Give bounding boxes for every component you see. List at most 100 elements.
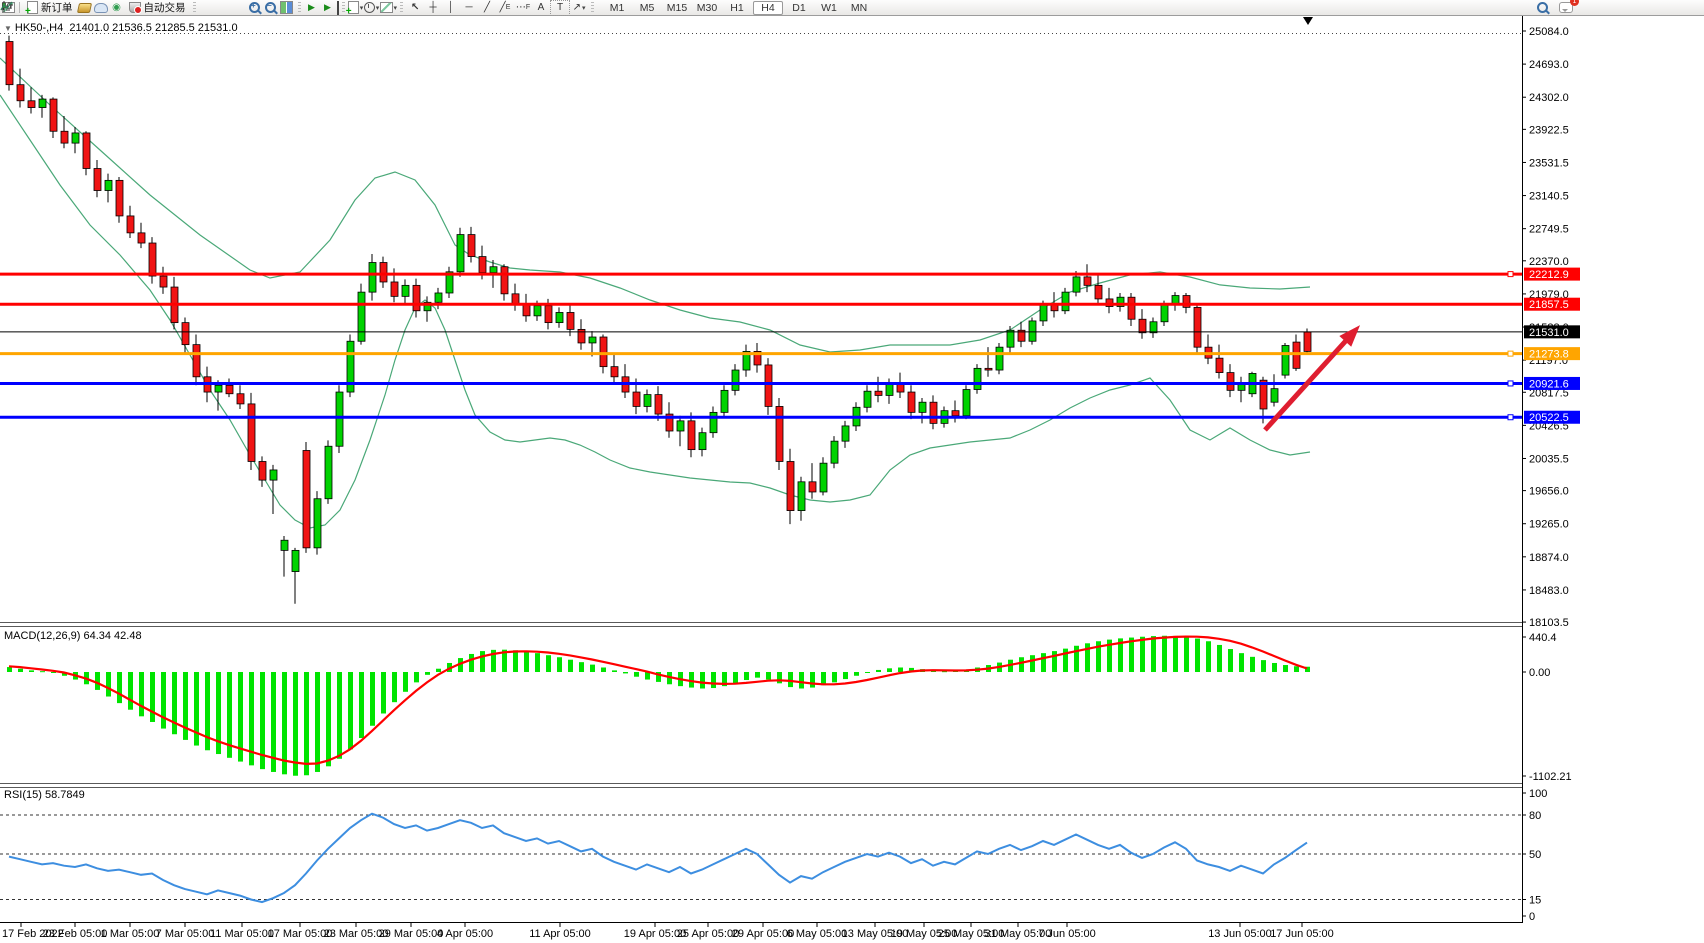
macd-histogram-bar xyxy=(1030,655,1035,672)
bull-candle xyxy=(819,462,828,493)
level-handle[interactable] xyxy=(1507,350,1514,357)
trendline-tool-icon[interactable]: ╱ xyxy=(484,2,491,13)
timeframe-mn[interactable]: MN xyxy=(850,1,868,14)
cursor-tool-icon[interactable]: ↖ xyxy=(410,2,420,13)
bull-candle xyxy=(423,301,432,312)
chat-bubble-icon xyxy=(1559,2,1573,13)
quotes-book-icon[interactable] xyxy=(76,1,93,15)
macd-histogram-bar xyxy=(337,672,342,759)
periods-clock-icon[interactable]: ▾ xyxy=(363,1,380,15)
shift-marker-triangle[interactable] xyxy=(1303,17,1313,25)
time-tick-label: 4 Apr 05:00 xyxy=(437,928,493,940)
bull-candle xyxy=(962,389,971,417)
price-level-lines[interactable]: 22212.9 21857.5 21531.0 21273.8 20921.6 20522… xyxy=(0,267,1580,425)
time-tick-label: 17 Feb 2022 xyxy=(2,928,64,940)
macd-histogram-bar xyxy=(711,672,716,689)
macd-histogram-bar xyxy=(1118,638,1123,672)
time-tick-label: 1 Mar 05:00 xyxy=(101,928,160,940)
bar-chart-type-icon[interactable] xyxy=(2,1,215,15)
macd-histogram-bar xyxy=(755,672,760,678)
bear-candle xyxy=(775,406,784,462)
timeframe-m1[interactable]: M1 xyxy=(609,1,625,14)
search-icon[interactable] xyxy=(1534,1,1550,15)
level-price-tag-label: 21273.8 xyxy=(1529,349,1569,361)
timeframe-m30[interactable]: M30 xyxy=(696,1,718,14)
rsi-pane: 100 80 50 15 0 xyxy=(0,788,1547,923)
bear-candle xyxy=(610,366,619,378)
auto-scroll-icon[interactable]: ▶ xyxy=(308,2,315,12)
bull-candle xyxy=(1281,345,1290,376)
fibonacci-tool-icon[interactable]: ⋯ F xyxy=(515,2,531,13)
bull-candle xyxy=(38,98,47,108)
timeframe-w1[interactable]: W1 xyxy=(821,1,837,14)
zoom-out-icon[interactable]: − xyxy=(263,1,279,15)
level-handle[interactable] xyxy=(1507,271,1514,278)
cloud-profile-icon[interactable] xyxy=(93,1,109,15)
bear-candle xyxy=(247,403,256,462)
chat-icon[interactable]: 1 xyxy=(1558,0,1579,15)
bear-candle xyxy=(478,256,487,274)
macd-histogram-bar xyxy=(876,669,881,672)
zoom-in-icon[interactable]: + xyxy=(247,1,263,15)
price-tick-label: 20035.5 xyxy=(1529,453,1569,465)
time-tick-label: 11 Apr 05:00 xyxy=(529,928,591,940)
timeframe-h4[interactable]: H4 xyxy=(753,0,784,15)
toolbar-grip xyxy=(341,2,345,13)
trend-arrow-annotation[interactable] xyxy=(1263,325,1361,432)
macd-histogram-bar xyxy=(568,659,573,672)
level-price-tag xyxy=(1524,325,1580,339)
bear-candle xyxy=(258,461,267,481)
text-tool-icon[interactable]: A xyxy=(537,2,545,13)
bull-candle xyxy=(830,440,839,464)
bear-candle xyxy=(126,215,135,234)
macd-histogram-bar xyxy=(1228,649,1233,672)
timeframe-m5[interactable]: M5 xyxy=(639,1,655,14)
level-price-tag xyxy=(1524,297,1580,311)
new-order-button[interactable]: 新订单 xyxy=(23,1,77,17)
line-chart-type-icon[interactable] xyxy=(0,1,247,15)
bull-candle xyxy=(456,234,465,273)
macd-histogram-bar xyxy=(1239,653,1244,672)
macd-histogram-bar xyxy=(733,672,738,684)
timeframe-m15[interactable]: M15 xyxy=(666,1,688,14)
templates-icon[interactable]: ▾ xyxy=(379,1,397,15)
toolbar-right-group: 1 xyxy=(1534,0,1579,15)
macd-histogram-bar xyxy=(579,662,584,672)
crosshair-tool-icon[interactable]: ┼ xyxy=(429,2,437,13)
indicators-add-icon[interactable]: ▾ xyxy=(346,1,364,17)
level-handle[interactable] xyxy=(1507,380,1514,387)
chart-shift-icon[interactable]: ▶ xyxy=(320,0,339,15)
macd-histogram-bar xyxy=(590,664,595,672)
pane-frames xyxy=(0,15,1704,923)
bear-candle xyxy=(1127,296,1136,320)
bull-candle xyxy=(973,367,982,390)
signal-icon[interactable]: ◉ xyxy=(112,2,121,13)
horizontal-line-tool-icon[interactable]: ─ xyxy=(465,2,473,13)
macd-histogram-bar xyxy=(315,672,320,772)
bull-candle xyxy=(104,179,113,191)
macd-histogram-bar xyxy=(854,672,859,676)
macd-histogram-bar xyxy=(205,672,210,751)
macd-histogram-bar xyxy=(238,672,243,762)
bull-candle xyxy=(324,445,333,500)
timeframe-h1[interactable]: H1 xyxy=(730,1,744,14)
bull-candle xyxy=(357,291,366,342)
level-handle[interactable] xyxy=(1507,414,1514,421)
bull-candle xyxy=(1116,296,1125,307)
auto-trading-button[interactable]: 自动交易 xyxy=(125,1,190,15)
tile-windows-icon[interactable] xyxy=(279,1,295,15)
rsi-tick-label: 15 xyxy=(1529,895,1541,907)
vertical-line-tool-icon[interactable]: │ xyxy=(447,2,455,13)
arrows-tool-icon[interactable]: ↗ ▾ xyxy=(572,2,586,13)
macd-tick-label: -1102.21 xyxy=(1529,771,1572,783)
price-tick-label: 22370.0 xyxy=(1529,256,1569,268)
channel-tool-icon[interactable]: ╱ E xyxy=(499,2,511,13)
text-label-tool-icon[interactable]: T xyxy=(550,0,571,16)
symbol-dropdown-icon[interactable]: ▼ xyxy=(4,24,12,33)
timeframe-d1[interactable]: D1 xyxy=(792,1,806,14)
candlestick-chart-type-icon[interactable] xyxy=(2,1,231,15)
time-tick-label: 17 Mar 05:00 xyxy=(268,928,333,940)
macd-histogram-bar xyxy=(29,670,34,672)
